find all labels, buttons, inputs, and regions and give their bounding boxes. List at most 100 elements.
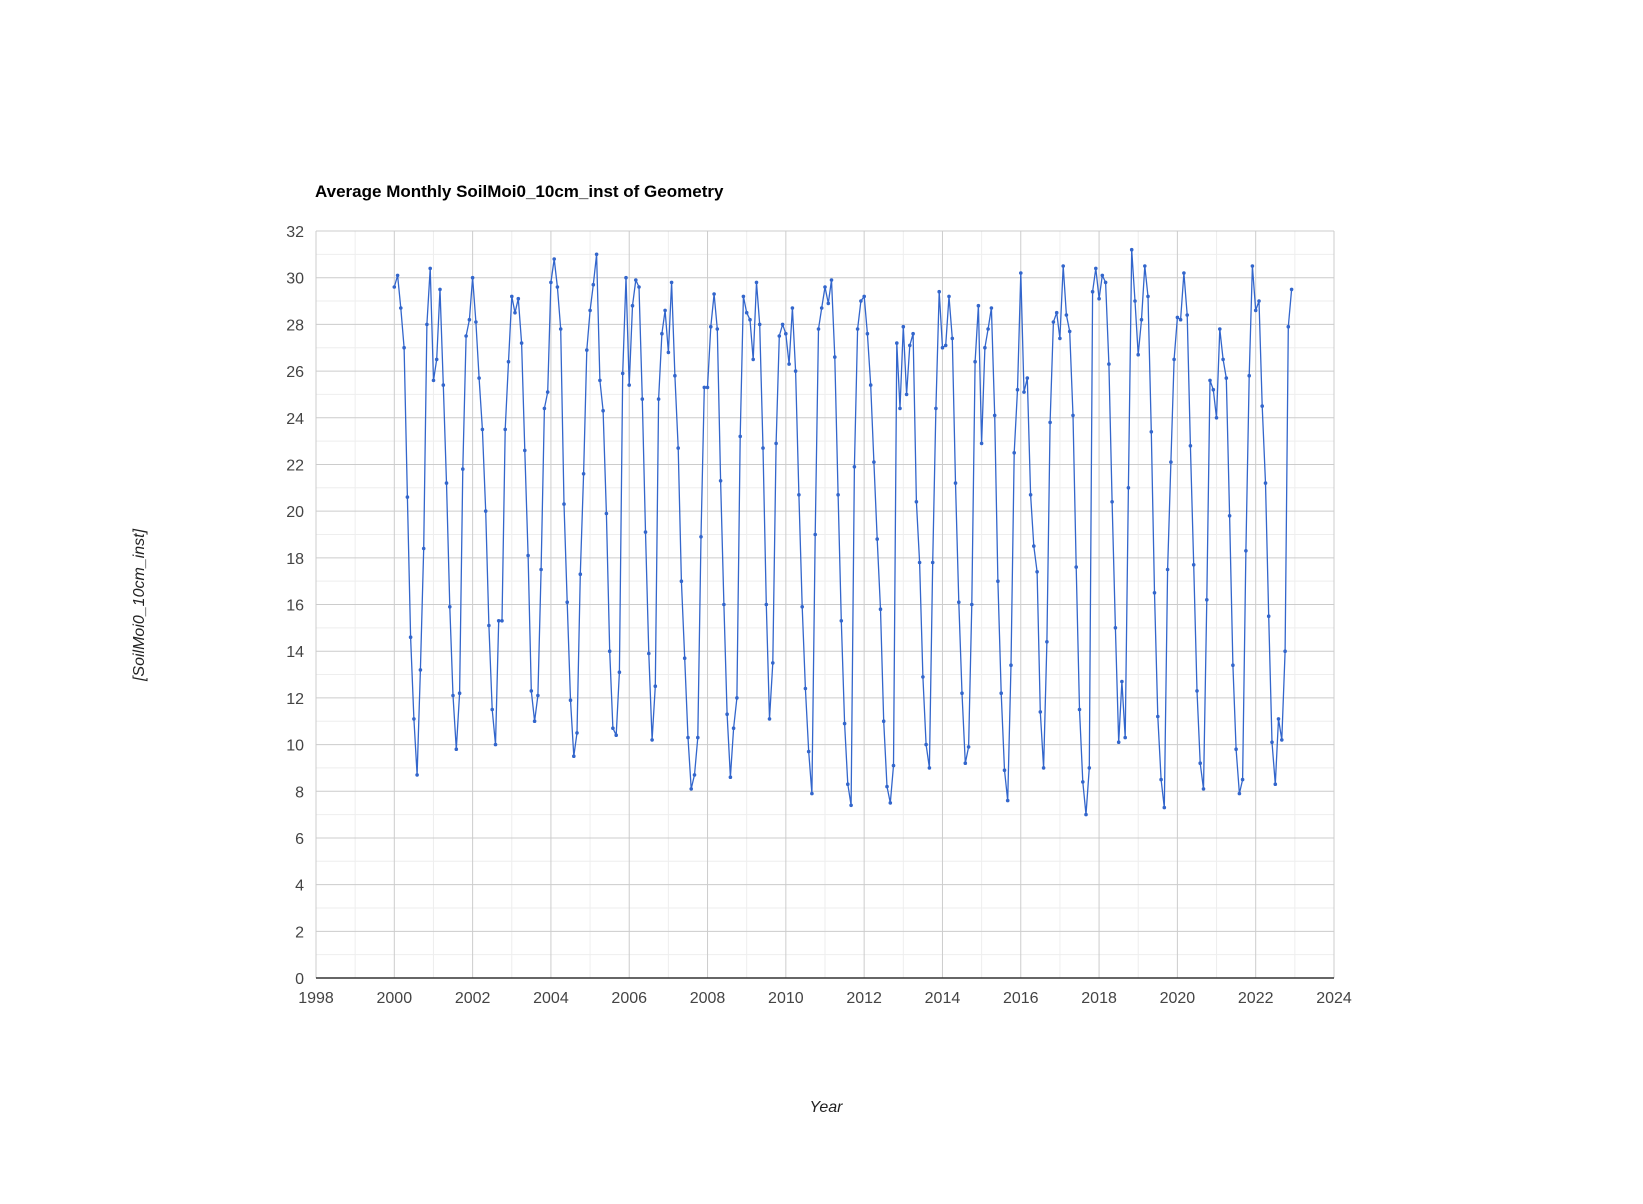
data-point[interactable] xyxy=(829,278,834,282)
data-point[interactable] xyxy=(1110,500,1114,504)
data-point[interactable] xyxy=(855,327,860,331)
data-point[interactable] xyxy=(1143,264,1147,268)
data-point[interactable] xyxy=(1260,404,1264,408)
data-point[interactable] xyxy=(500,619,504,623)
data-point[interactable] xyxy=(868,383,873,387)
data-point[interactable] xyxy=(895,341,899,345)
data-point[interactable] xyxy=(405,495,410,499)
data-point[interactable] xyxy=(1221,357,1225,362)
data-point[interactable] xyxy=(578,572,583,576)
data-point[interactable] xyxy=(585,348,589,352)
data-point[interactable] xyxy=(1185,313,1189,317)
data-point[interactable] xyxy=(1045,640,1049,644)
data-point[interactable] xyxy=(1159,777,1163,782)
data-point[interactable] xyxy=(1250,264,1255,268)
data-point[interactable] xyxy=(431,378,436,383)
data-point[interactable] xyxy=(1012,451,1016,455)
data-point[interactable] xyxy=(966,745,971,749)
data-point[interactable] xyxy=(1084,812,1088,817)
data-point[interactable] xyxy=(594,252,599,257)
data-point[interactable] xyxy=(735,696,739,700)
data-point[interactable] xyxy=(1126,486,1131,490)
data-point[interactable] xyxy=(1028,493,1033,497)
data-point[interactable] xyxy=(709,324,713,329)
data-point[interactable] xyxy=(395,273,400,278)
data-point[interactable] xyxy=(604,511,609,516)
data-point[interactable] xyxy=(441,383,446,387)
data-point[interactable] xyxy=(803,686,808,691)
data-point[interactable] xyxy=(1067,329,1072,334)
data-point[interactable] xyxy=(1266,614,1271,618)
data-point[interactable] xyxy=(532,719,537,723)
data-point[interactable] xyxy=(1071,413,1075,418)
data-point[interactable] xyxy=(957,600,961,604)
data-point[interactable] xyxy=(496,619,501,623)
data-point[interactable] xyxy=(852,465,857,469)
data-point[interactable] xyxy=(461,467,465,471)
data-point[interactable] xyxy=(1051,320,1056,324)
data-point[interactable] xyxy=(666,350,671,355)
data-point[interactable] xyxy=(510,294,514,299)
data-point[interactable] xyxy=(558,327,563,331)
data-point[interactable] xyxy=(1198,761,1202,765)
data-point[interactable] xyxy=(555,285,560,289)
data-point[interactable] xyxy=(630,303,635,308)
data-point[interactable] xyxy=(1152,591,1157,595)
data-point[interactable] xyxy=(601,408,605,413)
data-point[interactable] xyxy=(536,693,540,698)
data-point[interactable] xyxy=(474,320,478,324)
data-point[interactable] xyxy=(1019,271,1023,275)
data-point[interactable] xyxy=(1211,387,1216,392)
data-point[interactable] xyxy=(813,532,817,537)
data-point[interactable] xyxy=(986,327,990,331)
data-point[interactable] xyxy=(1247,373,1251,378)
data-point[interactable] xyxy=(1201,787,1206,791)
data-point[interactable] xyxy=(581,472,586,476)
data-point[interactable] xyxy=(656,397,661,401)
data-point[interactable] xyxy=(1087,766,1092,770)
data-point[interactable] xyxy=(865,331,870,336)
data-point[interactable] xyxy=(1234,747,1238,751)
data-point[interactable] xyxy=(454,747,459,751)
data-point[interactable] xyxy=(1038,710,1043,714)
data-point[interactable] xyxy=(483,509,488,513)
data-point[interactable] xyxy=(1097,296,1101,301)
data-point[interactable] xyxy=(1061,264,1065,268)
data-point[interactable] xyxy=(953,481,958,485)
data-point[interactable] xyxy=(885,784,889,789)
data-point[interactable] xyxy=(715,327,720,331)
data-point[interactable] xyxy=(937,289,941,294)
data-point[interactable] xyxy=(976,303,981,308)
data-point[interactable] xyxy=(1162,805,1167,810)
data-point[interactable] xyxy=(728,775,733,779)
data-point[interactable] xyxy=(908,343,912,348)
data-point[interactable] xyxy=(943,343,948,348)
data-point[interactable] xyxy=(1116,740,1121,744)
data-point[interactable] xyxy=(627,383,631,387)
data-point[interactable] xyxy=(611,726,615,730)
data-point[interactable] xyxy=(934,406,938,411)
data-point[interactable] xyxy=(1276,717,1281,721)
data-point[interactable] xyxy=(881,719,886,723)
data-point[interactable] xyxy=(575,731,579,735)
data-point[interactable] xyxy=(992,413,997,418)
data-point[interactable] xyxy=(705,385,710,390)
data-point[interactable] xyxy=(979,441,984,446)
data-point[interactable] xyxy=(1227,514,1232,518)
data-point[interactable] xyxy=(901,324,906,329)
data-point[interactable] xyxy=(1054,310,1059,315)
data-point[interactable] xyxy=(1090,289,1095,294)
data-point[interactable] xyxy=(1139,317,1144,322)
data-point[interactable] xyxy=(1253,308,1258,313)
data-point[interactable] xyxy=(418,668,423,672)
data-point[interactable] xyxy=(457,691,462,695)
data-point[interactable] xyxy=(738,434,742,439)
data-point[interactable] xyxy=(1058,336,1062,341)
data-point[interactable] xyxy=(973,359,977,364)
data-point[interactable] xyxy=(516,296,521,301)
data-point[interactable] xyxy=(438,287,442,292)
data-point[interactable] xyxy=(513,310,517,315)
data-point[interactable] xyxy=(911,331,915,336)
data-point[interactable] xyxy=(1123,735,1127,740)
data-point[interactable] xyxy=(1270,740,1274,744)
